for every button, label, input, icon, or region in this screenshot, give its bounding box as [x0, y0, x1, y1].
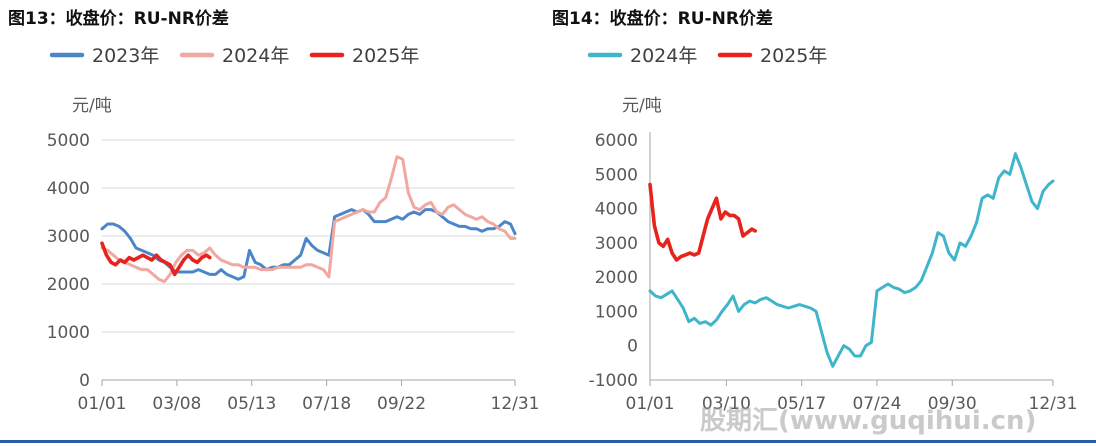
figure-13-title: 图13：收盘价：RU-NR价差	[8, 9, 229, 29]
chart14-x-tick-label: 07/24	[852, 394, 901, 414]
chart14-y-tick-label: 1000	[595, 302, 638, 322]
chart13-y-tick-label: 1000	[47, 323, 90, 343]
chart13-x-tick-label: 12/31	[491, 394, 540, 414]
bottom-divider	[0, 440, 1096, 443]
chart13-y-tick-label: 2000	[47, 275, 90, 295]
watermark: 股期汇(www.guqihui.cn)	[700, 406, 1037, 436]
chart14-x-tick-label: 09/30	[928, 394, 977, 414]
chart13-y-tick-label: 4000	[47, 179, 90, 199]
chart13-series-line-2	[100, 241, 212, 277]
chart13-legend-label-1: 2024年	[222, 45, 289, 67]
chart13-series-line-1	[100, 155, 517, 284]
chart13-x-tick-label: 01/01	[78, 394, 127, 414]
chart14-y-axis-label: 元/吨	[622, 96, 662, 116]
chart14-y-tick-label: 3000	[595, 234, 638, 254]
chart13-legend-label-2: 2025年	[352, 45, 419, 67]
chart14-y-tick-label: 0	[627, 337, 638, 357]
chart13-x-tick-label: 03/08	[152, 394, 201, 414]
chart14-y-tick-label: -1000	[589, 371, 638, 391]
chart14-x-tick-label: 03/10	[702, 394, 751, 414]
chart14-y-tick-label: 2000	[595, 268, 638, 288]
chart14-legend-label-0: 2024年	[630, 45, 697, 67]
chart14-x-tick-label: 01/01	[626, 394, 675, 414]
chart13-x-tick-label: 05/13	[227, 394, 276, 414]
chart13-y-tick-label: 5000	[47, 131, 90, 151]
chart14-x-tick-label: 12/31	[1029, 394, 1078, 414]
chart14-x-tick-label: 05/17	[777, 394, 826, 414]
chart14-y-tick-label: 5000	[595, 165, 638, 185]
chart13-y-tick-label: 0	[79, 371, 90, 391]
chart13-x-tick-label: 09/22	[377, 394, 426, 414]
chart14-y-tick-label: 4000	[595, 200, 638, 220]
figure-14-title: 图14：收盘价：RU-NR价差	[552, 9, 773, 29]
chart13-x-tick-label: 07/18	[302, 394, 351, 414]
chart14-series-line-1	[648, 182, 758, 262]
chart14-series-line-0	[648, 152, 1055, 368]
chart13-y-axis-label: 元/吨	[72, 96, 112, 116]
chart-left: 0 1000 2000 3000 4000 5000 01/01 03/08 05/13 07/1…	[47, 45, 540, 414]
chart13-y-tick-label: 3000	[47, 227, 90, 247]
chart14-y-tick-label: 6000	[595, 131, 638, 151]
chart14-legend-label-1: 2025年	[760, 45, 827, 67]
chart13-legend-label-0: 2023年	[92, 45, 159, 67]
